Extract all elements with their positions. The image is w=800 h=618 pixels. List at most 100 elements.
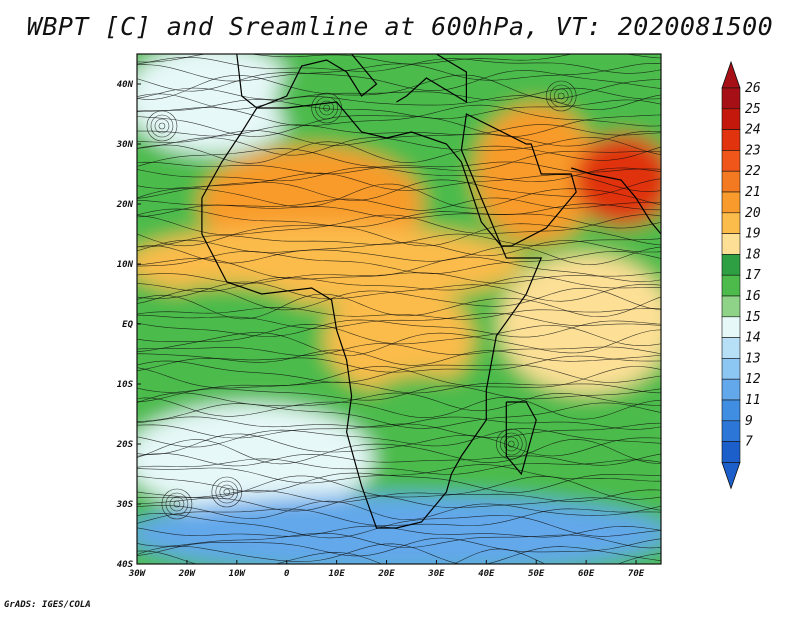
streamline	[137, 275, 661, 292]
colorbar-swatch	[721, 191, 741, 214]
coastline	[201, 101, 543, 529]
streamline	[137, 256, 661, 283]
streamline	[137, 74, 661, 100]
colorbar-swatch	[721, 129, 741, 151]
vortex-ring	[211, 476, 243, 508]
vortex-ring	[158, 122, 166, 130]
colorbar-label: 9	[745, 414, 753, 429]
vortex-ring	[161, 488, 193, 520]
streamline	[137, 281, 661, 302]
colorbar-label: 11	[745, 393, 761, 408]
coastlines	[201, 54, 661, 529]
colorbar-label: 14	[745, 331, 761, 346]
colorbar-swatch	[721, 337, 741, 359]
vortex-ring	[154, 118, 170, 134]
y-tick-label: 40S	[117, 560, 134, 570]
colorbar-label: 13	[745, 351, 761, 366]
streamline	[137, 130, 661, 147]
colorbar-label: 12	[745, 372, 761, 387]
colorbar-swatch	[721, 399, 741, 422]
streamline	[137, 495, 661, 512]
vortex-ring	[507, 440, 515, 448]
streamline	[137, 70, 661, 92]
coastline	[571, 167, 661, 235]
wbpt-region-equatorial-atlantic	[137, 284, 324, 394]
streamline	[137, 56, 661, 74]
colorbar-swatch	[721, 254, 741, 276]
colorbar-label: 19	[745, 227, 761, 242]
plot-frame	[136, 53, 662, 565]
coastline	[396, 54, 467, 104]
x-tick-label: 40E	[478, 569, 495, 579]
colorbar-top-arrow	[721, 60, 741, 89]
streamline	[137, 250, 661, 275]
vortex-ring	[165, 492, 189, 516]
streamline	[137, 293, 661, 320]
streamline	[137, 114, 661, 137]
vortex-ring	[215, 480, 239, 504]
vortex-ring	[495, 428, 527, 460]
colorbar-swatch	[721, 274, 741, 297]
vortex-ring	[503, 436, 519, 452]
y-tick-label: EQ	[122, 320, 133, 330]
streamline	[137, 458, 661, 475]
colorbar-swatch	[721, 316, 741, 338]
colorbar-swatch	[721, 441, 741, 463]
streamline	[137, 287, 661, 311]
streamline	[137, 203, 661, 219]
colorbar-label: 23	[745, 143, 761, 158]
streamline	[137, 141, 661, 164]
streamline	[137, 396, 661, 420]
vortex-ring	[219, 484, 235, 500]
vortex-ring	[315, 96, 338, 120]
streamline	[137, 537, 661, 557]
streamline	[137, 329, 661, 356]
colorbar-swatch	[721, 378, 741, 401]
streamline	[137, 239, 661, 257]
colorbar-label: 17	[745, 268, 761, 283]
colorbar-swatch	[721, 108, 741, 130]
streamline	[137, 392, 661, 412]
streamline	[137, 439, 661, 465]
vortex-ring	[499, 432, 523, 456]
vortex-ring	[323, 104, 330, 112]
vortex-ring	[557, 92, 565, 100]
streamline	[137, 532, 661, 549]
x-tick-label: 50E	[528, 569, 545, 579]
colorbar-swatch	[721, 212, 741, 234]
streamline	[137, 223, 661, 247]
streamline	[137, 161, 661, 175]
y-tick-label: 30N	[116, 140, 134, 150]
streamline	[137, 99, 661, 120]
vortex-ring	[146, 110, 178, 142]
colorbar-label: 25	[745, 102, 761, 117]
streamline	[137, 62, 661, 82]
x-tick-label: 30W	[128, 569, 147, 579]
streamline	[137, 87, 661, 101]
coastline	[236, 54, 378, 109]
streamline	[137, 512, 661, 539]
x-tick-label: 10E	[328, 569, 345, 579]
coastline	[460, 113, 577, 247]
y-tick-label: 30S	[116, 500, 134, 510]
coastline	[505, 401, 537, 476]
colorbar-swatch	[721, 233, 741, 255]
x-tick-label: 30E	[427, 569, 445, 579]
colorbar-swatch	[721, 358, 741, 380]
x-tick-label: 0	[284, 569, 290, 579]
streamline	[137, 366, 661, 389]
credit-text: GrADS: IGES/COLA	[4, 600, 91, 610]
x-tick-label: 20W	[178, 569, 197, 579]
wbpt-region-indian-ocean-north	[499, 254, 661, 394]
streamline	[137, 508, 661, 526]
streamline	[137, 148, 661, 172]
vortex-ring	[545, 80, 577, 112]
streamline	[137, 104, 661, 127]
colorbar-label: 22	[745, 164, 761, 179]
colorbar-label: 20	[745, 206, 761, 221]
streamline	[137, 543, 661, 564]
streamline	[137, 416, 661, 430]
colorbar-label: 15	[745, 310, 761, 325]
